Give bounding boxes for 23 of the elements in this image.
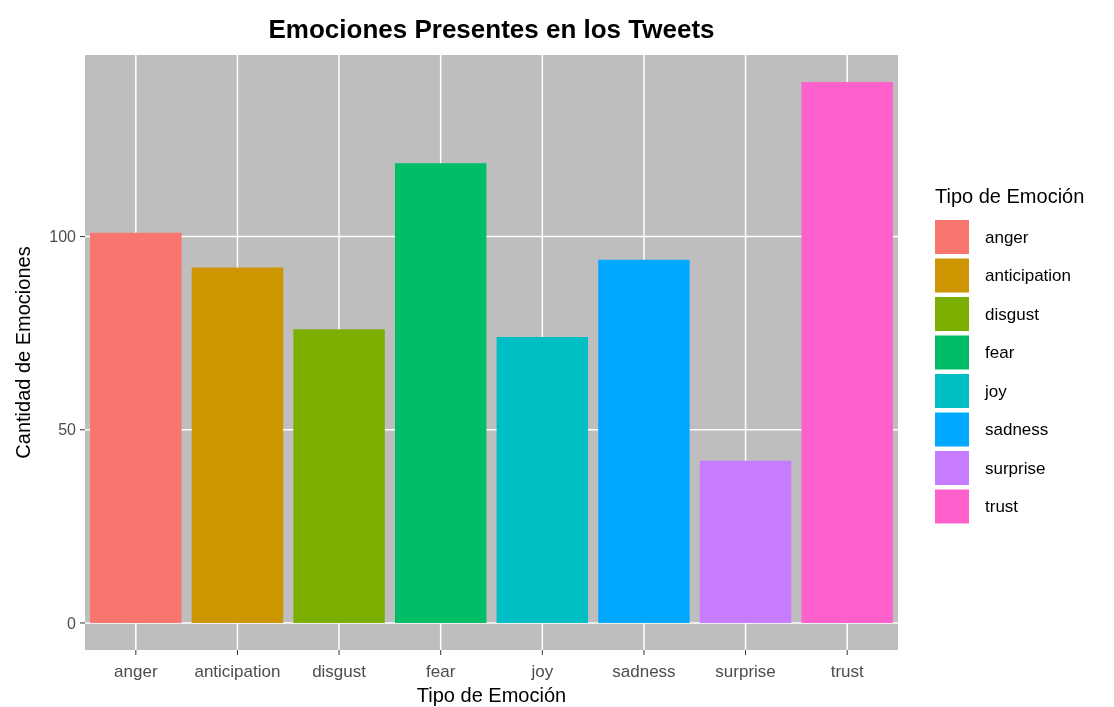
legend-label: trust — [985, 497, 1019, 517]
x-tick-label: anger — [114, 661, 158, 681]
y-tick-label: 50 — [58, 421, 77, 439]
legend-title: Tipo de Emoción — [935, 185, 1085, 207]
x-tick-label: joy — [530, 661, 554, 681]
x-tick-label: trust — [830, 661, 864, 681]
legend-label: joy — [984, 381, 1008, 401]
legend-label: anticipation — [985, 266, 1072, 286]
chart-title: Emociones Presentes en los Tweets — [268, 14, 715, 44]
x-tick-label: disgust — [312, 661, 367, 681]
x-axis-title: Tipo de Emoción — [416, 684, 567, 706]
x-tick-label: surprise — [715, 661, 776, 681]
legend-label: fear — [985, 343, 1015, 363]
y-axis-title: Cantidad de Emociones — [12, 246, 34, 459]
x-tick-label: anticipation — [194, 661, 281, 681]
legend-label: anger — [985, 227, 1029, 247]
y-tick-label: 100 — [49, 228, 77, 246]
y-tick-label: 0 — [67, 614, 77, 632]
legend-label: sadness — [985, 420, 1049, 440]
legend-label: disgust — [985, 304, 1040, 324]
legend-label: surprise — [985, 458, 1046, 478]
x-tick-label: fear — [426, 661, 456, 681]
x-tick-label: sadness — [612, 661, 676, 681]
